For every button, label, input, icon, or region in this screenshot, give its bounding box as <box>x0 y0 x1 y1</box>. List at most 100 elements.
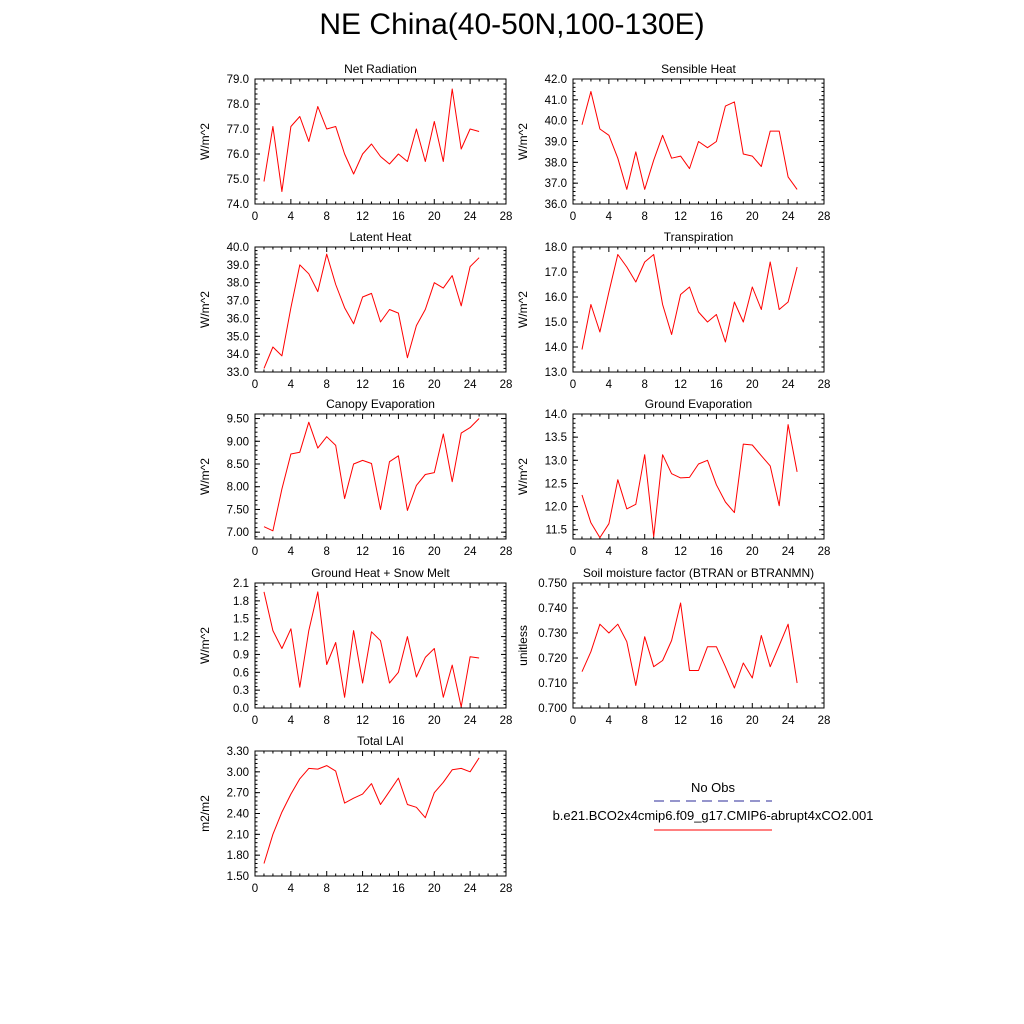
plot-frame <box>572 246 825 373</box>
x-tick-label: 28 <box>500 546 513 558</box>
y-tick-label: 0.750 <box>538 578 567 590</box>
x-tick-label: 8 <box>324 715 330 727</box>
x-tick-label: 20 <box>746 211 759 223</box>
y-axis-label: W/m^2 <box>198 627 212 664</box>
x-tick-label: 24 <box>782 715 795 727</box>
y-tick-label: 1.2 <box>233 632 249 644</box>
series-line <box>581 254 798 350</box>
panel-ground-heat-snow-melt: Ground Heat + Snow Melt 0 4 8 12 16 20 24 28 0.0 0… <box>198 566 512 727</box>
x-tick-label: 8 <box>642 715 648 727</box>
y-tick-label: 42.0 <box>545 74 567 86</box>
y-tick-label: 13.0 <box>545 367 567 379</box>
panel-title: Ground Heat + Snow Melt <box>311 566 450 580</box>
x-tick-label: 0 <box>252 211 258 223</box>
y-axis-label: W/m^2 <box>516 291 530 328</box>
y-axis-label: W/m^2 <box>516 123 530 160</box>
panel-title: Latent Heat <box>349 230 412 244</box>
y-tick-label: 18.0 <box>545 242 567 254</box>
x-tick-label: 16 <box>392 715 405 727</box>
y-tick-label: 9.50 <box>227 414 249 426</box>
y-tick-label: 2.40 <box>227 809 249 821</box>
panel-latent-heat: Latent Heat 0 4 8 12 16 20 24 28 33.0 34.0 35.0 36.0… <box>198 230 512 391</box>
series-line <box>581 602 798 689</box>
series-line <box>581 91 798 190</box>
panel-total-lai: Total LAI 0 4 8 12 16 20 24 28 1.50 1.80 2.10 2.40 2.… <box>198 734 512 895</box>
x-tick-label: 8 <box>642 211 648 223</box>
x-tick-label: 28 <box>500 883 513 895</box>
y-tick-label: 74.0 <box>227 199 249 211</box>
y-tick-label: 76.0 <box>227 149 249 161</box>
x-tick-label: 12 <box>356 379 369 391</box>
panel-title: Canopy Evaporation <box>326 397 435 411</box>
x-tick-label: 8 <box>324 211 330 223</box>
y-tick-label: 36.0 <box>227 313 249 325</box>
x-tick-label: 24 <box>782 211 795 223</box>
x-tick-label: 0 <box>252 379 258 391</box>
plot-frame <box>254 750 507 877</box>
y-tick-label: 1.80 <box>227 850 249 862</box>
x-tick-label: 20 <box>428 715 441 727</box>
x-tick-label: 20 <box>428 379 441 391</box>
plot-frame <box>254 413 507 540</box>
x-tick-label: 12 <box>356 883 369 895</box>
x-tick-label: 4 <box>606 211 613 223</box>
y-tick-label: 13.0 <box>545 455 567 467</box>
x-tick-label: 4 <box>288 883 295 895</box>
y-tick-label: 3.00 <box>227 767 249 779</box>
y-tick-label: 12.0 <box>545 502 567 514</box>
y-tick-label: 11.5 <box>545 525 567 537</box>
x-tick-label: 16 <box>392 379 405 391</box>
x-tick-label: 12 <box>356 211 369 223</box>
x-tick-label: 28 <box>500 379 513 391</box>
x-tick-label: 24 <box>464 546 477 558</box>
x-tick-label: 28 <box>818 211 831 223</box>
x-tick-label: 16 <box>710 211 723 223</box>
y-tick-label: 16.0 <box>545 292 567 304</box>
x-tick-label: 12 <box>674 379 687 391</box>
y-axis-label: W/m^2 <box>198 291 212 328</box>
x-tick-label: 8 <box>324 546 330 558</box>
y-tick-label: 38.0 <box>545 157 567 169</box>
panels-group: Net Radiation 0 4 8 12 16 20 24 28 74.0 75.0 76.0 77… <box>198 62 830 895</box>
x-tick-label: 8 <box>642 546 648 558</box>
y-tick-label: 39.0 <box>227 260 249 272</box>
x-tick-label: 28 <box>818 715 831 727</box>
y-axis-label: W/m^2 <box>198 458 212 495</box>
panel-title: Net Radiation <box>344 62 417 76</box>
y-tick-label: 7.50 <box>227 504 249 516</box>
y-tick-label: 1.50 <box>227 871 249 883</box>
x-tick-label: 0 <box>252 715 258 727</box>
y-tick-label: 13.5 <box>545 432 567 444</box>
y-tick-label: 0.6 <box>233 667 249 679</box>
y-tick-label: 39.0 <box>545 137 567 149</box>
x-tick-label: 16 <box>392 211 405 223</box>
x-tick-label: 24 <box>464 883 477 895</box>
y-tick-label: 0.710 <box>538 678 567 690</box>
panel-title: Total LAI <box>357 734 404 748</box>
y-tick-label: 36.0 <box>545 199 567 211</box>
x-tick-label: 4 <box>606 715 613 727</box>
panel-ground-evaporation: Ground Evaporation 0 4 8 12 16 20 24 28 11.5 12.0 1… <box>516 397 830 558</box>
x-tick-label: 20 <box>428 546 441 558</box>
x-tick-label: 12 <box>356 546 369 558</box>
panel-title: Ground Evaporation <box>645 397 752 411</box>
plot-frame <box>572 582 825 709</box>
x-tick-label: 16 <box>392 546 405 558</box>
y-tick-label: 78.0 <box>227 99 249 111</box>
y-tick-label: 75.0 <box>227 174 249 186</box>
figure-title: NE China(40-50N,100-130E) <box>319 8 705 41</box>
x-tick-label: 0 <box>252 883 258 895</box>
y-tick-label: 1.5 <box>233 614 249 626</box>
y-tick-label: 7.00 <box>227 527 249 539</box>
x-tick-label: 28 <box>818 379 831 391</box>
y-tick-label: 77.0 <box>227 124 249 136</box>
x-tick-label: 24 <box>464 211 477 223</box>
series-line <box>263 591 480 708</box>
plot-frame <box>254 582 507 709</box>
x-tick-label: 4 <box>606 379 613 391</box>
x-tick-label: 28 <box>500 715 513 727</box>
x-tick-label: 12 <box>674 715 687 727</box>
x-tick-label: 24 <box>782 379 795 391</box>
x-tick-label: 12 <box>674 546 687 558</box>
x-tick-label: 4 <box>606 546 613 558</box>
